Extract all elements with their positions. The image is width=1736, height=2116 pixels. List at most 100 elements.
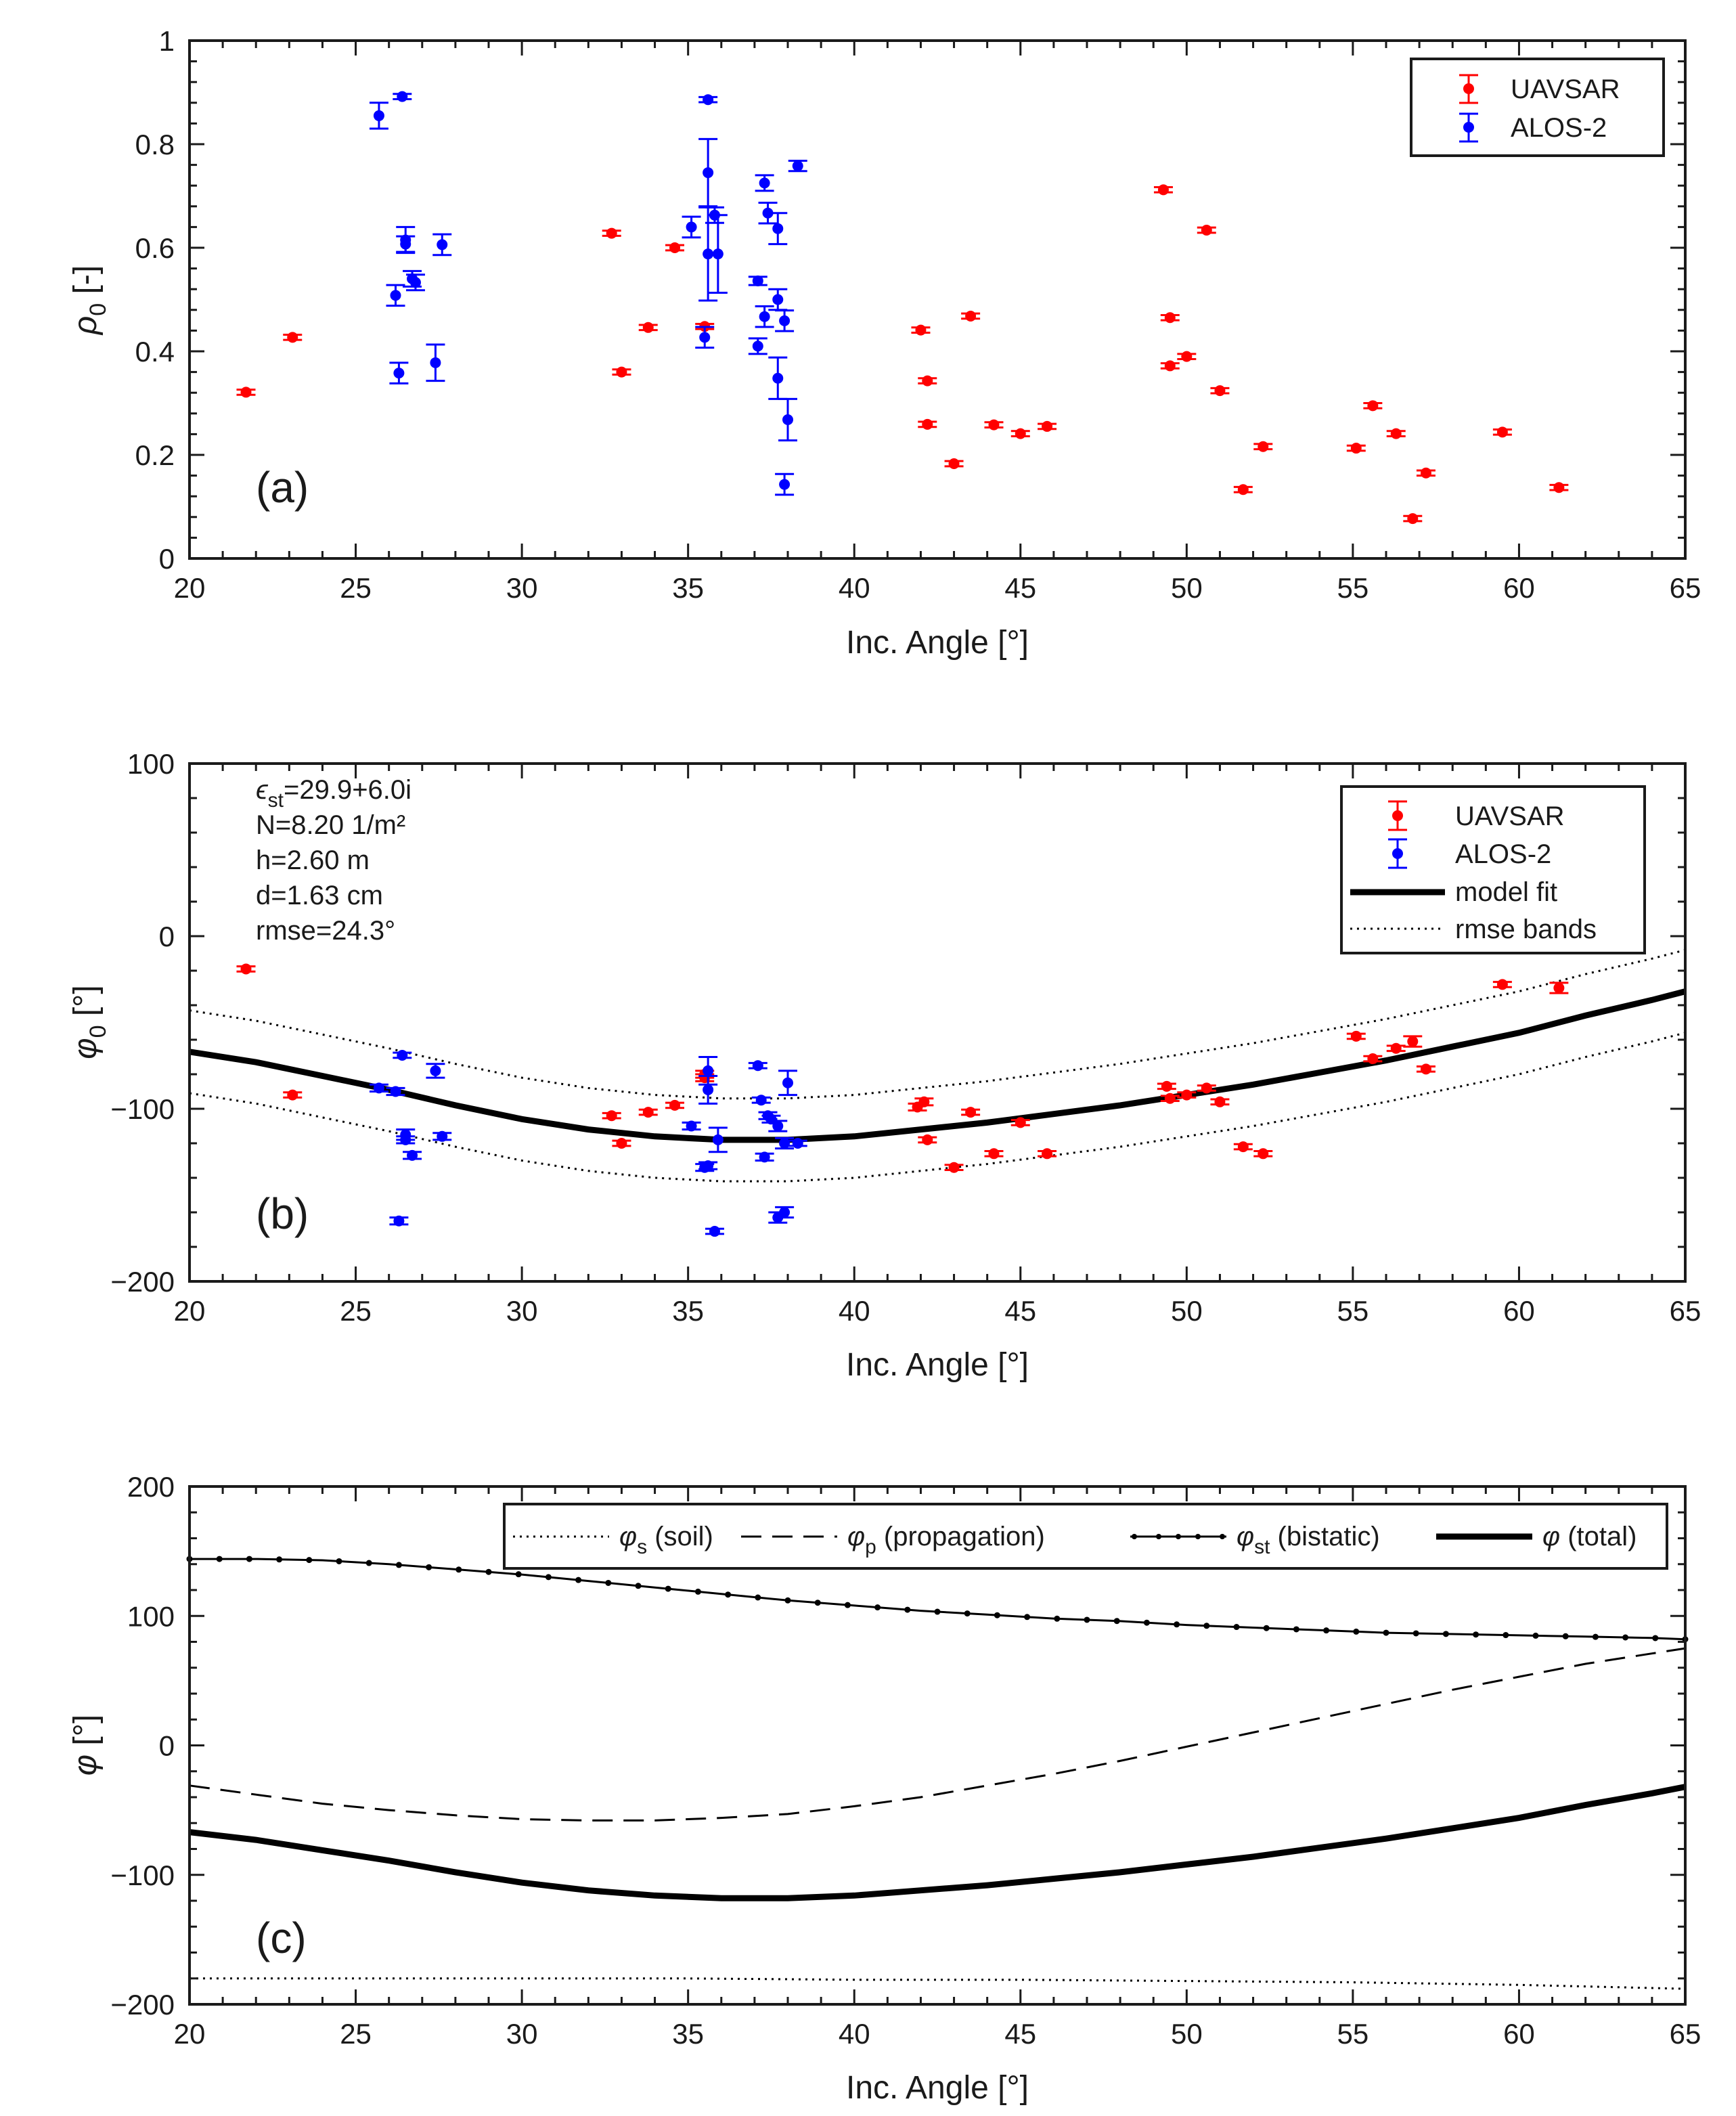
x-tick-label: 65 [1670,1295,1701,1327]
data-point-alos2 [682,215,701,239]
data-point-uavsar [1363,400,1383,412]
panel-a-legend-box [1410,58,1665,157]
bistatic-dot [605,1579,612,1586]
panel-a: 20 25 30 35 40 45 50 55 60 65 0 0.2 0.4 0.6 0.8 1 (a) I… [68,25,1701,661]
y-tick-label: 0.6 [135,232,175,264]
panel-c-legend-total: φ (total) [1542,1522,1637,1551]
bistatic-dot [515,1571,522,1578]
x-tick-label: 65 [1670,2018,1701,2050]
data-point-uavsar [961,310,981,322]
panel-b-legend: UAVSAR ALOS-2 model fit rmse bands [1340,785,1646,954]
bistatic-dot [1562,1633,1569,1639]
data-point-alos2 [775,309,795,332]
x-tick-label: 45 [1004,572,1036,604]
x-tick-label: 45 [1004,1295,1036,1327]
panel-b-marks [189,948,1687,1237]
model-fit-line [189,988,1687,1143]
bistatic-dot [1503,1632,1509,1639]
x-tick-label: 40 [839,572,870,604]
bistatic-dot [1353,1628,1360,1635]
bistatic-dot [1592,1633,1599,1640]
data-point-uavsar [665,242,685,253]
x-tick-label: 35 [672,572,704,604]
bistatic-dot [784,1597,791,1604]
y-tick-label: 0.4 [135,336,175,368]
data-point-uavsar [1153,184,1173,196]
y-tick-label: 0 [159,543,175,575]
x-tick-label: 20 [174,1295,206,1327]
data-point-alos2 [751,1095,771,1106]
data-point-alos2 [432,233,452,257]
data-point-uavsar [1346,443,1366,454]
data-point-uavsar [612,366,631,378]
data-point-uavsar [918,418,937,430]
data-point-alos2 [768,356,788,400]
x-tick-label: 20 [174,2018,206,2050]
bistatic-dot [365,1560,372,1566]
data-point-alos2 [389,361,409,384]
data-point-alos2 [708,214,728,294]
data-point-uavsar [612,1138,631,1149]
data-point-alos2 [755,1151,774,1163]
bistatic-dot [1622,1634,1629,1641]
data-point-uavsar [602,1110,621,1122]
data-point-alos2 [775,472,795,496]
y-tick-label: −200 [110,1266,175,1298]
data-point-uavsar [1233,1141,1253,1153]
panel-b-ylabel: φ0 [°] [68,985,111,1059]
data-point-alos2 [755,305,774,328]
annotation-epsilon: ϵst=29.9+6.0i [256,775,411,812]
panel-a-legend-uavsar: UAVSAR [1511,74,1620,104]
data-point-alos2 [396,235,416,253]
bistatic-dot [1054,1615,1061,1622]
bistatic-dot [426,1564,432,1570]
x-tick-label: 20 [174,572,206,604]
y-tick-label: 0.8 [135,129,175,160]
bistatic-dot [575,1577,582,1583]
data-point-uavsar [1416,1063,1435,1075]
data-point-uavsar [665,1099,685,1111]
data-point-uavsar [1038,420,1057,432]
y-tick-label: 0 [159,921,175,952]
data-point-alos2 [755,174,774,192]
bistatic-dot [1442,1631,1449,1637]
x-tick-label: 30 [506,1295,538,1327]
bistatic-dot [635,1583,642,1589]
bistatic-dot [1323,1627,1330,1634]
y-tick-label: −200 [110,1989,175,2021]
data-point-uavsar [1549,482,1569,493]
bistatic-dot [485,1568,492,1575]
data-point-uavsar [236,963,256,975]
data-point-uavsar [1363,1053,1383,1065]
annotation-d: d=1.63 cm [256,881,383,910]
panel-c-ylabel: φ [°] [68,1715,104,1776]
data-point-alos2 [426,343,445,382]
x-tick-label: 60 [1503,1295,1535,1327]
bistatic-dot [1203,1623,1210,1629]
legend-marker-alos2 [1388,838,1407,869]
panel-b-xlabel: Inc. Angle [°] [846,1347,1029,1383]
panel-c-legend-propagation: φp (propagation) [847,1522,1045,1558]
panel-b-legend-rmse-bands: rmse bands [1455,914,1597,944]
data-point-uavsar [1549,982,1569,994]
y-tick-label: −100 [110,1859,175,1891]
bistatic-dot [1293,1626,1299,1633]
data-point-uavsar [1210,385,1230,397]
data-point-uavsar [918,375,937,387]
bistatic-dot [1263,1625,1270,1631]
data-point-alos2 [369,102,388,130]
x-tick-label: 25 [340,1295,372,1327]
data-point-uavsar [1346,1030,1366,1042]
data-point-alos2 [758,201,778,225]
bistatic-dot [1113,1618,1120,1625]
panel-b-legend-alos2: ALOS-2 [1455,839,1551,869]
data-point-alos2 [748,1060,767,1072]
data-point-uavsar [1386,428,1406,439]
data-point-alos2 [393,91,412,102]
data-point-alos2 [386,1086,405,1097]
bistatic-dot [1383,1629,1389,1636]
x-tick-label: 25 [340,572,372,604]
legend-marker-alos2 [1459,112,1478,143]
panel-a-marks [236,91,1569,525]
